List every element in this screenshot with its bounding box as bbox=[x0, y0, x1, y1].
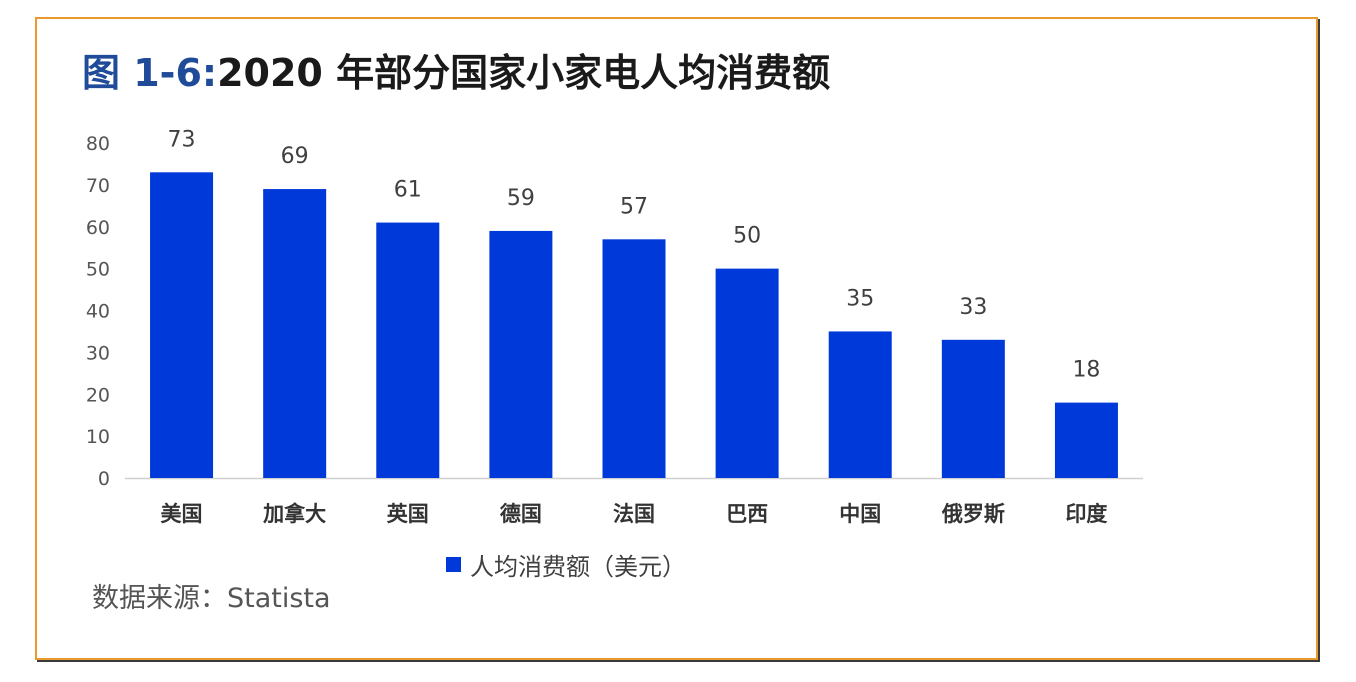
legend-swatch bbox=[446, 557, 461, 572]
category-label: 德国 bbox=[500, 502, 542, 526]
category-label: 英国 bbox=[387, 502, 429, 526]
category-label: 俄罗斯 bbox=[941, 502, 1005, 526]
category-label: 中国 bbox=[839, 502, 881, 526]
bar bbox=[1054, 402, 1118, 478]
data-source: 数据来源：Statista bbox=[92, 583, 331, 614]
y-tick-label: 70 bbox=[86, 175, 110, 197]
data-label: 59 bbox=[507, 186, 535, 211]
y-tick-label: 40 bbox=[86, 301, 110, 323]
y-tick-label: 10 bbox=[86, 426, 110, 448]
legend-label: 人均消费额（美元） bbox=[470, 553, 686, 581]
bar bbox=[263, 189, 327, 478]
data-label: 33 bbox=[959, 295, 987, 320]
bar bbox=[150, 172, 214, 478]
category-label: 加拿大 bbox=[262, 502, 326, 526]
y-tick-label: 30 bbox=[86, 342, 110, 364]
data-label: 57 bbox=[620, 194, 648, 219]
chart-title: 图 1-6:2020 年部分国家小家电人均消费额 bbox=[82, 42, 830, 97]
figure-frame bbox=[35, 17, 1318, 660]
data-label: 69 bbox=[281, 144, 309, 169]
y-tick-label: 20 bbox=[86, 384, 110, 406]
figure-number: 图 1-6: bbox=[82, 51, 218, 95]
y-tick-label: 80 bbox=[86, 133, 110, 155]
bar bbox=[489, 230, 553, 478]
y-tick-label: 0 bbox=[98, 468, 110, 490]
data-label: 50 bbox=[733, 224, 761, 249]
data-label: 35 bbox=[846, 286, 874, 311]
data-label: 73 bbox=[168, 127, 196, 152]
category-label: 印度 bbox=[1065, 502, 1107, 526]
y-tick-label: 50 bbox=[86, 259, 110, 281]
bar bbox=[941, 339, 1005, 478]
data-label: 18 bbox=[1072, 358, 1100, 383]
legend: 人均消费额（美元） bbox=[446, 547, 686, 582]
category-label: 巴西 bbox=[726, 502, 768, 526]
category-label: 法国 bbox=[613, 502, 655, 526]
bar bbox=[602, 239, 666, 478]
figure-title: 2020 年部分国家小家电人均消费额 bbox=[217, 51, 831, 95]
data-label: 61 bbox=[394, 178, 422, 203]
category-label: 美国 bbox=[161, 502, 203, 526]
bar bbox=[828, 331, 892, 478]
y-tick-label: 60 bbox=[86, 217, 110, 239]
bar bbox=[715, 268, 779, 478]
bar bbox=[376, 222, 440, 478]
